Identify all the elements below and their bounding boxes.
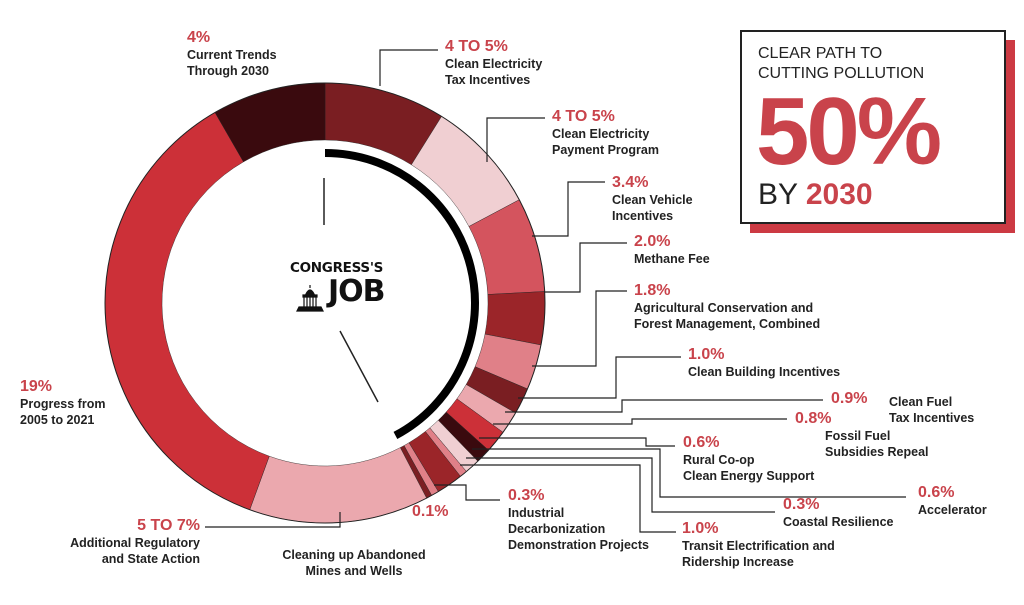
segment-label: 0.3% Industrial Decarbonization Demonstra… <box>508 487 649 553</box>
segment-value: 5 TO 7% <box>137 517 200 534</box>
segment-description: Accelerator <box>918 503 987 517</box>
segment-value: 3.4% <box>612 174 649 191</box>
segment-description: Current Trends Through 2030 <box>187 48 277 78</box>
segment-label: 0.3% Coastal Resilience <box>783 496 893 530</box>
segment-label: 0.1% Cleaning up Abandoned Mines and Well… <box>282 503 449 578</box>
segment-description: Methane Fee <box>634 252 710 266</box>
segment-value: 0.6% <box>683 434 720 451</box>
segment-value: 0.6% <box>918 484 955 501</box>
segment-description: Clean Building Incentives <box>688 365 841 379</box>
segment-value: 19% <box>20 378 53 395</box>
callout-year: 2030 <box>805 178 873 211</box>
segment-description: Transit Electrification and Ridership In… <box>682 539 835 569</box>
segment-description: Clean Electricity Tax Incentives <box>445 57 543 87</box>
capitol-icon <box>296 285 324 312</box>
segment-label: 1.0% Clean Building Incentives <box>688 346 840 380</box>
segment-label: 5 TO 7% Additional Regulatory and State A… <box>36 517 200 567</box>
segment-label: 4% Current Trends Through 2030 <box>187 29 277 79</box>
segment-label: 1.0% Transit Electrification and Ridershi… <box>682 520 835 570</box>
donut-segment <box>249 447 427 524</box>
callout-line1: CLEAR PATH TO <box>758 45 883 62</box>
segment-label: 3.4% Clean Vehicle Incentives <box>612 174 693 224</box>
segment-value: 0.9% <box>831 390 868 407</box>
segment-description: Rural Co-op Clean Energy Support <box>683 453 815 483</box>
segment-label: 4 TO 5% Clean Electricity Tax Incentives <box>445 38 542 88</box>
segment-description: Industrial Decarbonization Demonstration… <box>508 506 650 552</box>
segment-value: 0.1% <box>412 503 449 520</box>
segment-value: 4 TO 5% <box>552 108 615 125</box>
segment-value: 0.3% <box>783 496 820 513</box>
segment-value: 1.8% <box>634 282 671 299</box>
segment-label: 0.8% Fossil Fuel Subsidies Repeal <box>795 410 929 460</box>
congress-job-title: CONGRESS'S JOB <box>290 260 420 309</box>
segment-label: 1.8% Agricultural Conservation and Forest… <box>634 282 820 332</box>
segment-description: Clean Electricity Payment Program <box>552 127 659 157</box>
callout-by: BY <box>758 178 798 211</box>
leader-lines <box>205 49 906 533</box>
segment-label: 0.9% Clean Fuel Tax Incentives <box>831 390 974 425</box>
segment-value: 0.3% <box>508 487 545 504</box>
segment-description: Clean Vehicle Incentives <box>612 193 693 223</box>
segment-value: 0.8% <box>795 410 832 427</box>
segment-value: 4 TO 5% <box>445 38 508 55</box>
segment-value: 1.0% <box>682 520 719 537</box>
segment-description: Fossil Fuel Subsidies Repeal <box>825 429 929 459</box>
segment-value: 2.0% <box>634 233 671 250</box>
segment-description: Progress from 2005 to 2021 <box>20 397 106 427</box>
segment-description: Clean Fuel Tax Incentives <box>889 395 975 425</box>
segment-description: Additional Regulatory and State Action <box>70 536 200 566</box>
segment-description: Coastal Resilience <box>783 515 894 529</box>
donut-outline <box>104 82 546 524</box>
congress-label: CONGRESS'S <box>290 260 384 276</box>
callout-line2: CUTTING POLLUTION <box>758 65 925 82</box>
segment-description: Agricultural Conservation and Forest Man… <box>634 301 821 331</box>
segment-value: 1.0% <box>688 346 725 363</box>
center-line-bottom <box>339 330 379 403</box>
callout-box: CLEAR PATH TO CUTTING POLLUTION 50% BY 20… <box>740 30 1006 224</box>
job-label: JOB <box>328 274 386 309</box>
segment-label: 0.6% Rural Co-op Clean Energy Support <box>683 434 814 484</box>
segment-label: 19% Progress from 2005 to 2021 <box>20 378 105 428</box>
segment-label: 4 TO 5% Clean Electricity Payment Program <box>552 108 659 158</box>
callout-percent: 50% <box>756 78 942 185</box>
segment-description: Cleaning up Abandoned Mines and Wells <box>282 548 426 578</box>
segment-value: 4% <box>187 29 211 46</box>
segment-label: 0.6% Accelerator <box>918 484 987 518</box>
donut-segment <box>104 112 270 510</box>
congress-job-arc <box>324 149 479 439</box>
segment-label: 2.0% Methane Fee <box>634 233 710 267</box>
